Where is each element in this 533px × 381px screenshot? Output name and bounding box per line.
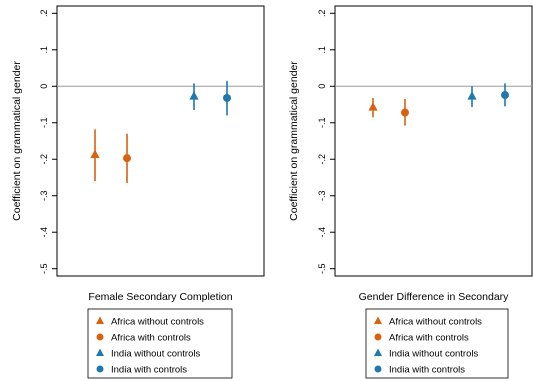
y-tick-label: -.4 xyxy=(39,227,49,238)
panel-2: -.5 -.4 -.3 -.2 -.1 0 .1 .2 Coefficient on gramm… xyxy=(288,6,532,378)
point-estimate-4 xyxy=(501,91,509,99)
legend-label: Africa without controls xyxy=(389,317,482,328)
point-estimate-2 xyxy=(123,154,131,162)
y-tick-label: -.5 xyxy=(317,263,327,274)
legend-marker xyxy=(97,366,104,373)
y-axis-title: Coefficient on grammatical gender xyxy=(11,61,23,221)
point-estimate-3 xyxy=(189,91,198,100)
legend: Africa without controls Africa with contr… xyxy=(366,309,508,378)
legend-label: India with controls xyxy=(111,365,187,376)
legend-marker xyxy=(97,334,104,341)
y-tick-label: -.3 xyxy=(317,190,327,201)
y-tick-label: -.1 xyxy=(317,117,327,128)
plot-frame xyxy=(335,6,532,276)
point-estimate-1 xyxy=(368,102,377,111)
y-tick-label: -.2 xyxy=(317,154,327,165)
y-tick-label: .1 xyxy=(39,46,49,54)
legend-label: India without controls xyxy=(111,349,200,360)
legend-label: India with controls xyxy=(389,365,465,376)
plot-frame xyxy=(57,6,264,276)
y-tick-label: 0 xyxy=(317,84,327,89)
y-tick-label: .2 xyxy=(39,10,49,18)
x-axis-title: Gender Difference in Secondary xyxy=(359,291,510,303)
y-tick-label: .1 xyxy=(317,46,327,54)
y-tick-label: -.3 xyxy=(39,190,49,201)
y-tick-label: -.1 xyxy=(39,117,49,128)
legend-label: India without controls xyxy=(389,349,478,360)
point-estimate-3 xyxy=(467,91,476,100)
x-axis-title: Female Secondary Completion xyxy=(88,291,232,303)
panel-1: -.5 -.4 -.3 -.2 -.1 0 .1 .2 Coefficient on gramm… xyxy=(11,6,264,378)
legend-marker xyxy=(375,366,382,373)
y-tick-label: -.2 xyxy=(39,154,49,165)
point-estimate-2 xyxy=(401,109,409,117)
point-estimate-1 xyxy=(90,150,99,159)
legend-label: Africa without controls xyxy=(111,317,204,328)
legend-marker xyxy=(375,334,382,341)
y-tick-label: -.5 xyxy=(39,263,49,274)
point-estimate-4 xyxy=(223,94,231,102)
legend: Africa without controls Africa with contr… xyxy=(88,309,232,378)
y-tick-label: .2 xyxy=(317,10,327,18)
y-tick-label: 0 xyxy=(39,84,49,89)
y-axis-title: Coefficient on grammatical gender xyxy=(288,61,300,221)
legend-label: Africa with controls xyxy=(389,333,469,344)
legend-label: Africa with controls xyxy=(111,333,191,344)
y-tick-label: -.4 xyxy=(317,227,327,238)
